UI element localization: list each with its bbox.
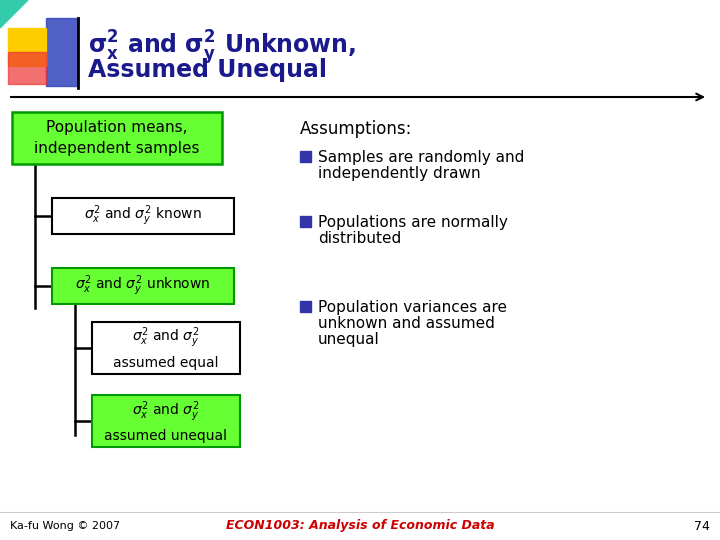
FancyBboxPatch shape	[52, 268, 234, 304]
Bar	[8, 28, 46, 66]
Text: $\mathbf{\sigma_x^2}$ and $\mathbf{\sigma_y^2}$ Unknown,: $\mathbf{\sigma_x^2}$ and $\mathbf{\sigm…	[88, 28, 356, 67]
Text: $\sigma_x^2$ and $\sigma_y^2$ known: $\sigma_x^2$ and $\sigma_y^2$ known	[84, 204, 202, 228]
Polygon shape	[0, 0, 28, 28]
FancyBboxPatch shape	[92, 395, 240, 447]
Text: $\sigma_x^2$ and $\sigma_y^2$
assumed unequal: $\sigma_x^2$ and $\sigma_y^2$ assumed un…	[104, 399, 228, 443]
Text: Assumptions:: Assumptions:	[300, 120, 413, 138]
FancyBboxPatch shape	[12, 112, 222, 164]
Text: distributed: distributed	[318, 231, 401, 246]
Text: Populations are normally: Populations are normally	[318, 215, 508, 230]
Text: Population means,
independent samples: Population means, independent samples	[35, 120, 199, 156]
Text: Assumed Unequal: Assumed Unequal	[88, 58, 327, 82]
Text: Population variances are: Population variances are	[318, 300, 507, 315]
Text: independently drawn: independently drawn	[318, 166, 481, 181]
Text: 74: 74	[694, 519, 710, 532]
Text: $\sigma_x^2$ and $\sigma_y^2$
assumed equal: $\sigma_x^2$ and $\sigma_y^2$ assumed eq…	[113, 326, 219, 370]
Bar	[8, 52, 46, 84]
Text: unequal: unequal	[318, 332, 379, 347]
Bar	[300, 301, 311, 312]
Bar	[300, 151, 311, 162]
Bar	[300, 216, 311, 227]
Bar	[46, 18, 78, 86]
Text: Ka-fu Wong © 2007: Ka-fu Wong © 2007	[10, 521, 120, 531]
FancyBboxPatch shape	[52, 198, 234, 234]
Text: $\sigma_x^2$ and $\sigma_y^2$ unknown: $\sigma_x^2$ and $\sigma_y^2$ unknown	[76, 274, 211, 298]
FancyBboxPatch shape	[92, 322, 240, 374]
Text: unknown and assumed: unknown and assumed	[318, 316, 495, 331]
Text: Samples are randomly and: Samples are randomly and	[318, 150, 524, 165]
Text: ECON1003: Analysis of Economic Data: ECON1003: Analysis of Economic Data	[225, 519, 495, 532]
